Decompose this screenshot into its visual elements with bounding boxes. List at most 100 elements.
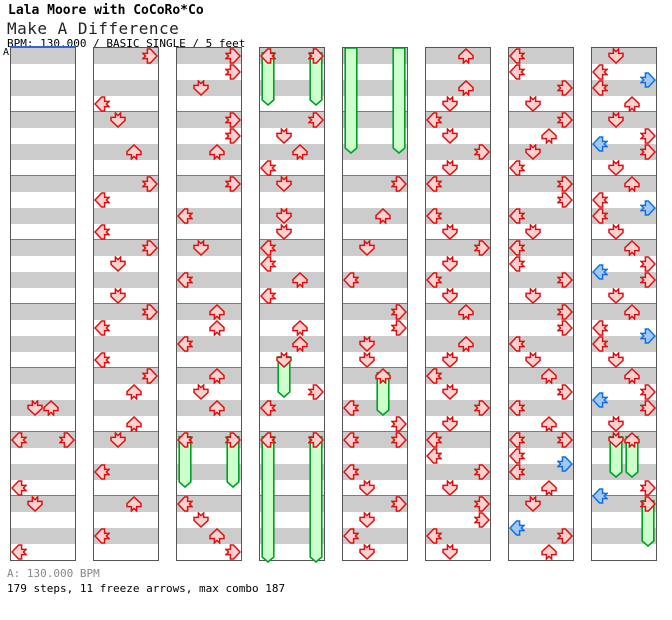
arrow-down	[442, 96, 458, 112]
arrow-up	[541, 128, 557, 144]
arrow-left	[343, 464, 359, 480]
arrow-down	[276, 224, 292, 240]
section-marker-line	[10, 46, 76, 48]
section-marker-label: A	[3, 47, 10, 58]
arrow-up	[458, 80, 474, 96]
arrow-down	[525, 144, 541, 160]
arrow-eighth-left	[592, 392, 608, 408]
arrow-right	[557, 384, 573, 400]
arrow-up	[541, 416, 557, 432]
arrow-right	[142, 304, 158, 320]
freeze-arrow-right	[308, 48, 324, 64]
arrow-left	[509, 256, 525, 272]
arrow-left	[11, 544, 27, 560]
arrow-left	[11, 480, 27, 496]
arrow-left	[426, 112, 442, 128]
arrow-left	[509, 240, 525, 256]
arrow-right	[391, 416, 407, 432]
arrow-down	[276, 176, 292, 192]
arrow-down	[110, 432, 126, 448]
arrow-up	[541, 480, 557, 496]
arrow-left	[94, 528, 110, 544]
arrow-right	[640, 128, 656, 144]
arrow-left	[177, 336, 193, 352]
arrow-up	[541, 368, 557, 384]
arrow-right	[557, 304, 573, 320]
freeze-arrow-left	[260, 432, 276, 448]
chart-column-4	[259, 47, 325, 563]
arrow-right	[474, 240, 490, 256]
arrow-right	[225, 128, 241, 144]
arrow-down	[608, 416, 624, 432]
arrow-left	[592, 80, 608, 96]
arrow-down	[525, 352, 541, 368]
arrow-right	[225, 48, 241, 64]
arrow-down	[110, 288, 126, 304]
chart-column-3	[176, 47, 242, 561]
arrow-left	[343, 400, 359, 416]
footer-stats-line: 179 steps, 11 freeze arrows, max combo 1…	[7, 582, 286, 595]
arrow-up	[624, 96, 640, 112]
arrow-right	[391, 304, 407, 320]
arrow-right	[391, 496, 407, 512]
arrow-up	[209, 320, 225, 336]
chart-column-2	[93, 47, 159, 561]
arrow-up	[292, 336, 308, 352]
arrow-right	[557, 80, 573, 96]
arrow-right	[225, 544, 241, 560]
arrow-up	[375, 208, 391, 224]
chart-column-6	[425, 47, 491, 561]
freeze-arrow-up	[375, 368, 391, 384]
arrow-down	[193, 512, 209, 528]
arrow-left	[426, 368, 442, 384]
arrow-right	[474, 400, 490, 416]
arrow-left	[343, 528, 359, 544]
arrow-right	[59, 432, 75, 448]
arrow-left	[509, 432, 525, 448]
arrow-down	[608, 288, 624, 304]
arrow-down	[525, 224, 541, 240]
arrow-right	[640, 480, 656, 496]
freeze-body-right	[308, 52, 324, 106]
freeze-body-down	[608, 436, 624, 478]
arrow-up	[126, 384, 142, 400]
freeze-body-left	[260, 436, 276, 563]
arrow-down	[276, 128, 292, 144]
arrow-left	[509, 48, 525, 64]
arrow-left	[426, 432, 442, 448]
arrow-down	[193, 80, 209, 96]
arrow-right	[474, 144, 490, 160]
freeze-body-left	[177, 436, 193, 488]
arrow-up	[126, 144, 142, 160]
arrow-left	[509, 64, 525, 80]
arrow-left	[260, 288, 276, 304]
arrow-right	[391, 176, 407, 192]
freeze-body-right	[225, 436, 241, 488]
arrow-down	[359, 480, 375, 496]
arrow-left	[509, 160, 525, 176]
arrow-left	[260, 240, 276, 256]
arrow-down	[442, 384, 458, 400]
arrow-eighth-left	[592, 136, 608, 152]
arrow-left	[509, 448, 525, 464]
arrow-left	[426, 272, 442, 288]
arrow-down	[193, 384, 209, 400]
arrow-down	[442, 224, 458, 240]
arrow-down	[359, 352, 375, 368]
arrow-down	[442, 352, 458, 368]
arrow-eighth-right	[640, 72, 656, 88]
arrow-right	[557, 176, 573, 192]
arrow-right	[308, 384, 324, 400]
arrow-right	[142, 368, 158, 384]
arrow-up	[624, 304, 640, 320]
arrow-right	[640, 400, 656, 416]
arrow-down	[110, 112, 126, 128]
arrow-up	[292, 272, 308, 288]
arrow-left	[94, 320, 110, 336]
arrow-left	[343, 432, 359, 448]
arrow-left	[94, 96, 110, 112]
arrow-up	[458, 48, 474, 64]
arrow-down	[442, 128, 458, 144]
freeze-arrow-left	[260, 48, 276, 64]
